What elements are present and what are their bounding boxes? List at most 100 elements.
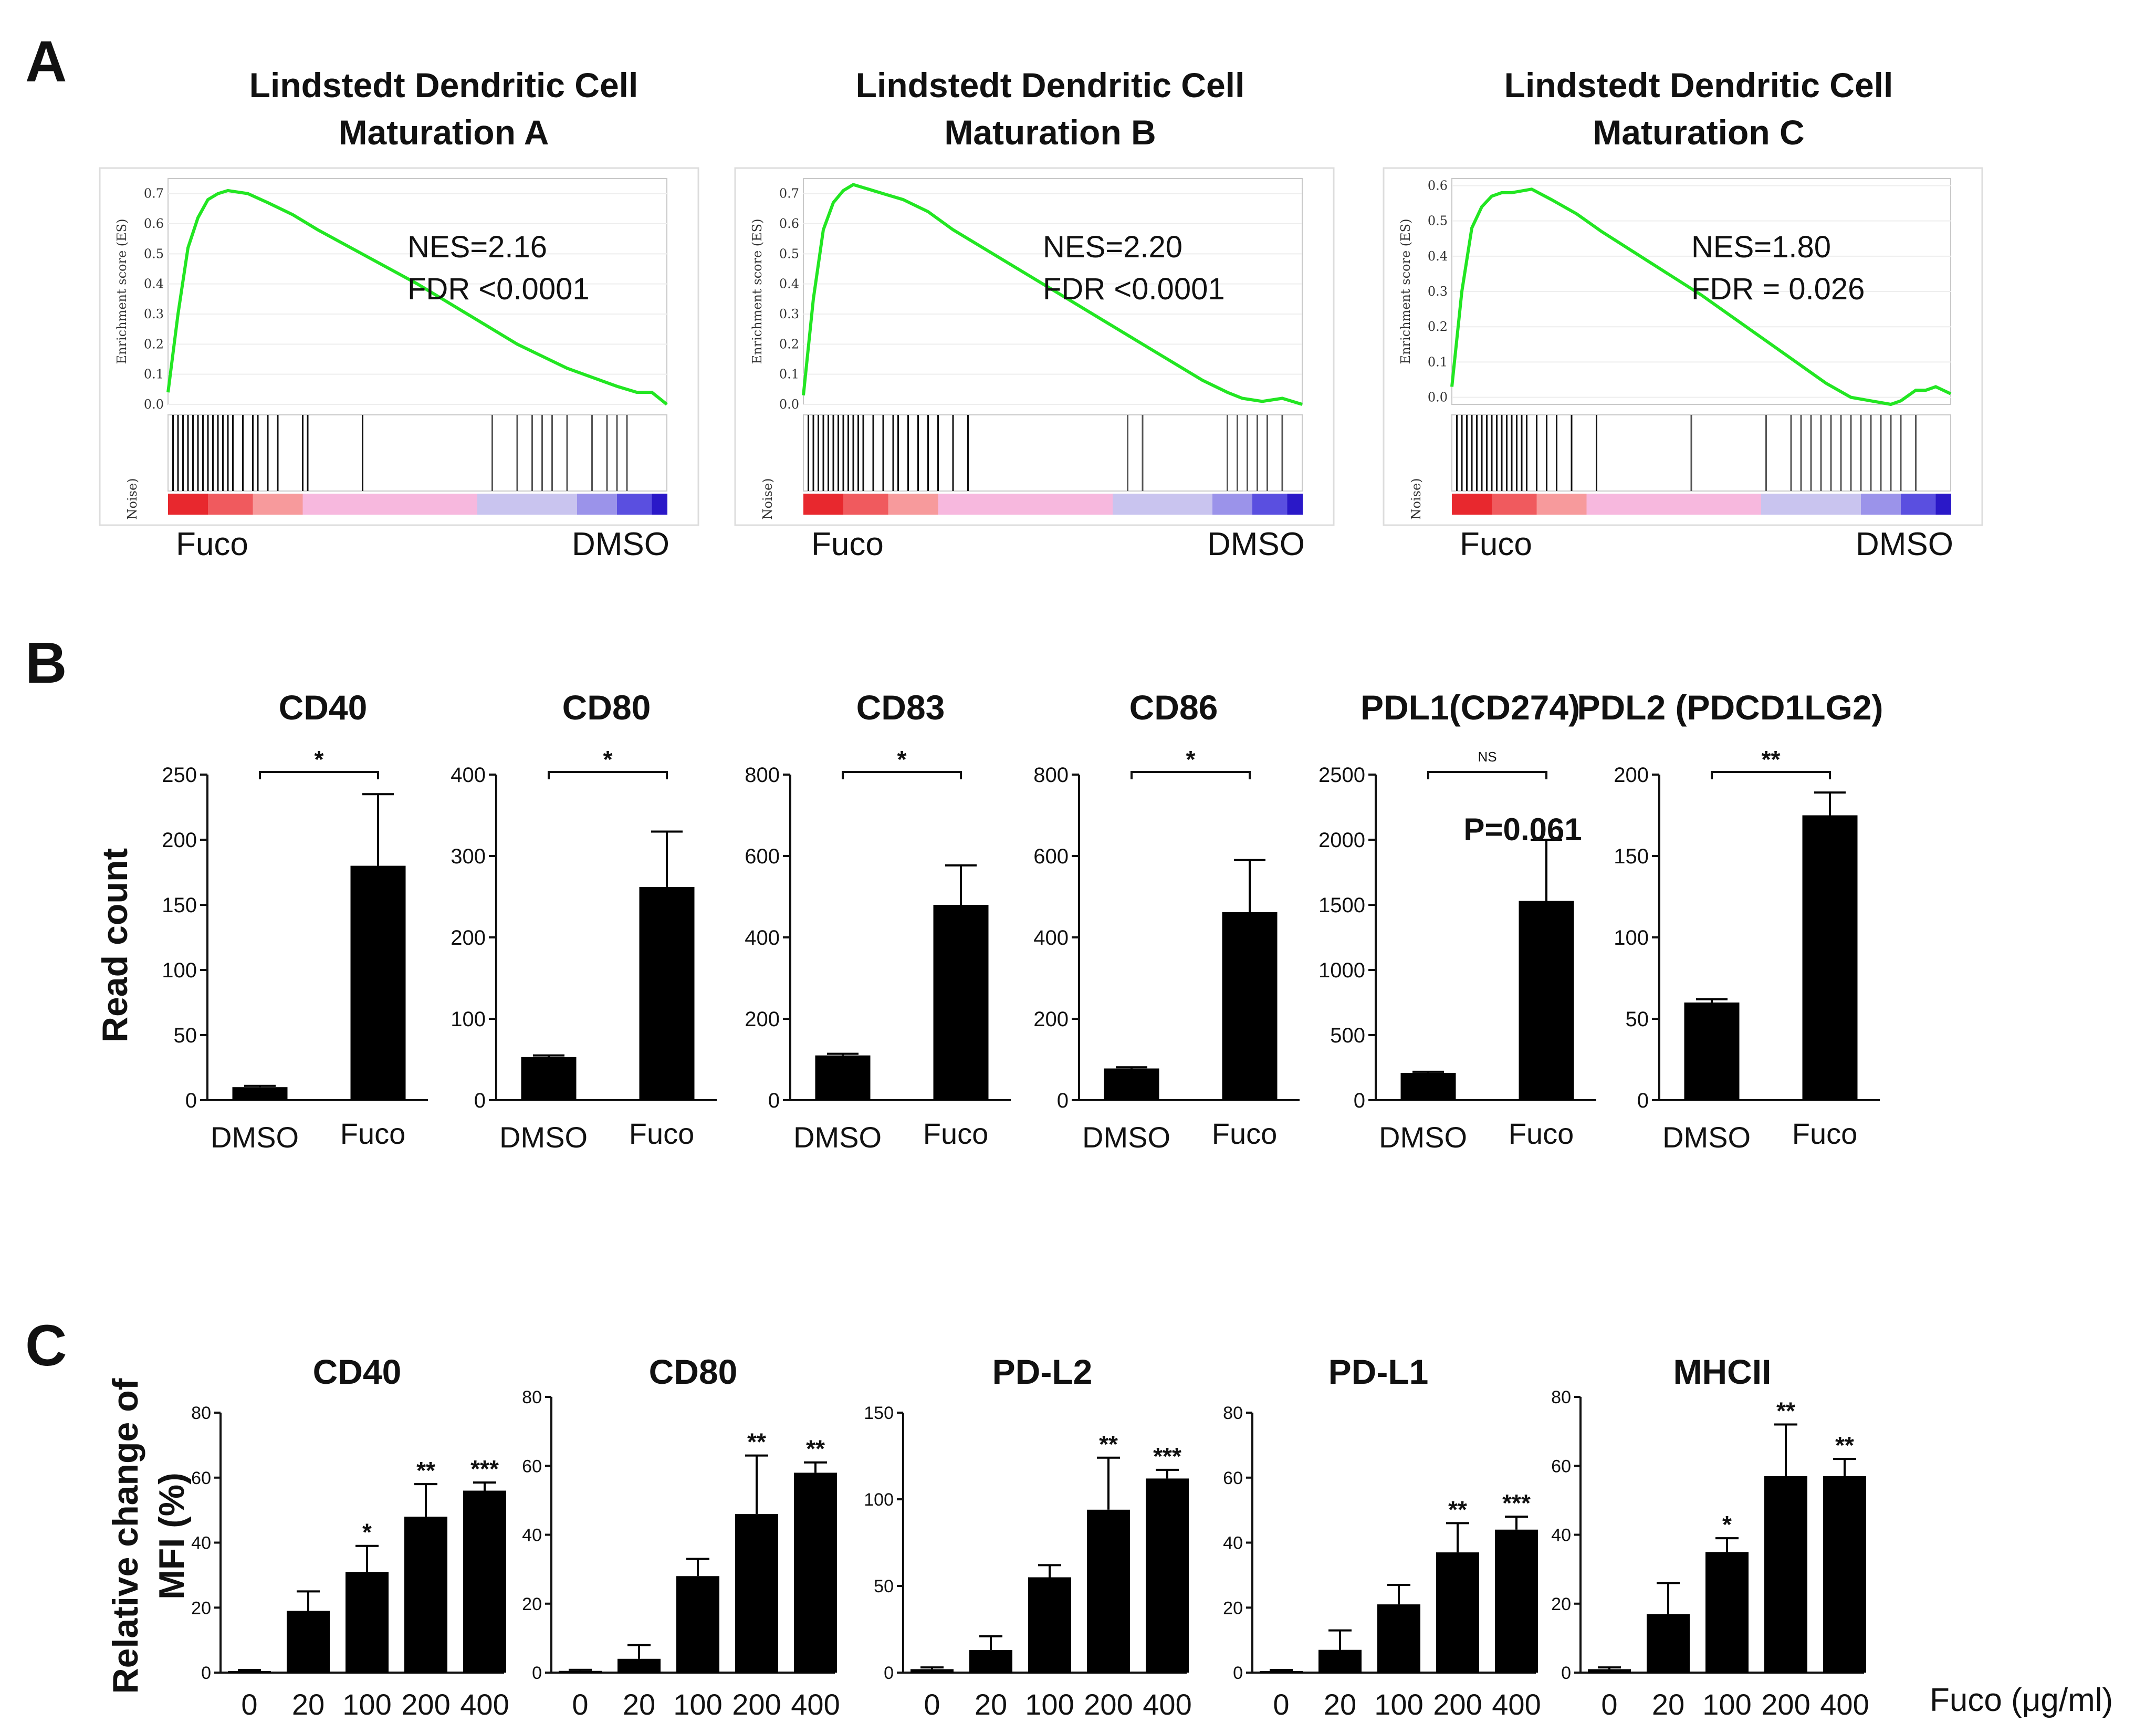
gsea-plot-area [168, 178, 667, 405]
bar [1028, 1577, 1071, 1673]
gsea-ytick: 0.4 [144, 277, 164, 291]
category-label: Fuco [1792, 1117, 1858, 1150]
ytick-label: 500 [1330, 1024, 1365, 1047]
panel-label-b: B [25, 631, 67, 695]
dose-label: 100 [1025, 1688, 1074, 1721]
bar [1087, 1509, 1130, 1673]
panel-c-ylabel-line2: MFI (%) [152, 1473, 192, 1600]
ytick-label: 400 [451, 764, 486, 787]
ytick-label: 60 [522, 1456, 542, 1476]
category-label: Fuco [923, 1117, 989, 1150]
bar [404, 1517, 447, 1673]
bar [1318, 1650, 1362, 1673]
bar [1705, 1552, 1749, 1673]
gsea-ytick: 0.4 [1428, 249, 1448, 264]
ytick-label: 0 [768, 1089, 780, 1112]
gsea-ytick: 0.6 [1428, 178, 1448, 193]
gsea-ytick: 0.1 [144, 367, 164, 382]
ytick-label: 0 [532, 1663, 542, 1683]
significance-star: ** [747, 1428, 766, 1456]
bar [350, 865, 406, 1100]
ytick-label: 100 [1614, 926, 1649, 949]
gsea-hits-area [1451, 414, 1951, 492]
dose-label: 100 [1702, 1688, 1751, 1721]
gsea-ytick: 0.4 [779, 277, 799, 291]
category-label: DMSO [1379, 1121, 1467, 1154]
significance-bracket [259, 771, 379, 779]
gsea-lower-ylabel: Noise) [760, 478, 775, 519]
gsea-rank-segment [1586, 494, 1762, 515]
category-label: DMSO [1082, 1121, 1170, 1154]
gsea-ytick: 0.6 [144, 216, 164, 231]
gsea-chart-2: Lindstedt Dendritic Cell Maturation B 0.0 0… [734, 66, 1335, 562]
gsea-ytick: 0.0 [1428, 390, 1448, 405]
significance-bracket [548, 771, 668, 779]
significance-label: ** [1762, 746, 1781, 773]
significance-star: ** [1448, 1496, 1467, 1523]
ytick-label: 200 [1033, 1008, 1069, 1031]
dose-label: 20 [975, 1688, 1007, 1721]
gsea-right-label: DMSO [1856, 526, 1953, 562]
mfi-chart-5: MHCII 0 20 40 60 80 0 20 100 * 200 ** 400 ** [1551, 1352, 1869, 1721]
ytick-label: 80 [1223, 1403, 1243, 1423]
bar [1823, 1476, 1866, 1673]
gsea-ylabel: Enrichment score (ES) [1398, 219, 1413, 364]
gsea-fdr: FDR <0.0001 [407, 272, 590, 306]
ytick-label: 40 [1223, 1533, 1243, 1553]
mfi-chart-2: CD80 0 20 40 60 80 0 20 100 200 ** 400 ** [522, 1352, 840, 1721]
ytick-label: 800 [745, 764, 780, 787]
dose-label: 200 [1084, 1688, 1133, 1721]
ytick-label: 600 [1033, 845, 1069, 868]
ytick-label: 50 [174, 1024, 197, 1047]
dose-label: 0 [924, 1688, 940, 1721]
read-count-chart-4: CD86 0 200 400 600 800 DMSO Fuco * [1033, 688, 1300, 1154]
bar [933, 905, 989, 1100]
ytick-label: 200 [1614, 764, 1649, 787]
gsea-rank-segment [1901, 494, 1937, 515]
ytick-label: 0 [185, 1089, 197, 1112]
gsea-es-curve [166, 189, 668, 406]
significance-star: *** [1502, 1489, 1531, 1517]
ytick-label: 40 [522, 1526, 542, 1546]
significance-star: * [362, 1519, 372, 1546]
gsea-lower-ylabel: Noise) [1409, 478, 1424, 519]
dose-label: 0 [572, 1688, 588, 1721]
bar [910, 1669, 954, 1673]
ytick-label: 800 [1033, 764, 1069, 787]
bar [521, 1057, 577, 1100]
gsea-rank-segment [577, 494, 618, 515]
gsea-ytick: 0.3 [1428, 284, 1448, 299]
significance-label: * [315, 746, 324, 773]
bar [794, 1473, 837, 1673]
panel-b-ylabel: Read count [95, 848, 135, 1042]
dose-label: 400 [1492, 1688, 1541, 1721]
mfi-chart-4: PD-L1 0 20 40 60 80 0 20 100 200 ** 400 *** [1223, 1352, 1541, 1721]
ytick-label: 0 [884, 1663, 894, 1683]
gsea-ytick: 0.2 [779, 337, 799, 351]
gsea-rank-segment [652, 494, 667, 515]
significance-label: * [897, 746, 907, 773]
panel-c-xlabel: Fuco (μg/ml) [1930, 1682, 2113, 1718]
ytick-label: 20 [1223, 1598, 1243, 1618]
bar [1684, 1003, 1740, 1100]
ytick-label: 0 [1233, 1663, 1243, 1683]
dose-label: 400 [791, 1688, 840, 1721]
gsea-title-line2: Maturation A [339, 113, 549, 152]
bar [346, 1572, 389, 1673]
dose-label: 100 [342, 1688, 391, 1721]
read-count-chart-3: CD83 0 200 400 600 800 DMSO Fuco * [745, 688, 1011, 1154]
significance-star: * [1722, 1511, 1732, 1538]
bar [1377, 1604, 1420, 1673]
dose-label: 20 [1324, 1688, 1356, 1721]
bar [1436, 1552, 1479, 1673]
ytick-label: 150 [864, 1403, 894, 1423]
gsea-fdr: FDR <0.0001 [1043, 272, 1225, 306]
bar [815, 1055, 871, 1100]
ytick-label: 600 [745, 845, 780, 868]
gsea-fdr: FDR = 0.026 [1691, 272, 1865, 306]
bar [735, 1514, 778, 1673]
bar [1222, 912, 1278, 1100]
gsea-right-label: DMSO [1207, 526, 1305, 562]
significance-label: * [1186, 746, 1196, 773]
